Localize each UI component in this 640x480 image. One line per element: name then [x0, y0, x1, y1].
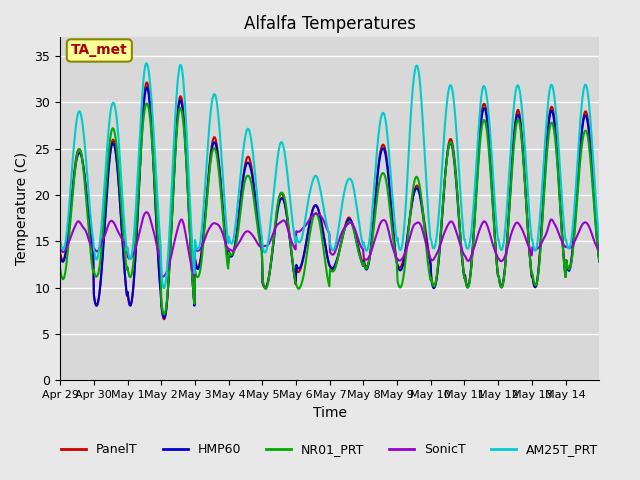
AM25T_PRT [247, 133, 255, 139]
NR01_PRT [56, 266, 64, 272]
HMP60 [143, 84, 150, 90]
HMP60 [120, 252, 127, 258]
Y-axis label: Temperature (C): Temperature (C) [15, 152, 29, 265]
AM25T_PRT [56, 237, 64, 242]
Line: SonicT: SonicT [60, 212, 599, 276]
Title: Alfalfa Temperatures: Alfalfa Temperatures [244, 15, 416, 33]
NR01_PRT [220, 225, 228, 231]
AM25T_PRT [417, 89, 424, 95]
Text: TA_met: TA_met [71, 44, 128, 58]
HMP60 [267, 260, 275, 266]
Line: NR01_PRT: NR01_PRT [60, 103, 599, 314]
AM25T_PRT [387, 169, 394, 175]
AM25T_PRT [161, 285, 168, 291]
SonicT [387, 237, 394, 242]
HMP60 [161, 315, 168, 321]
NR01_PRT [247, 178, 255, 183]
SonicT [120, 239, 127, 245]
X-axis label: Time: Time [313, 406, 347, 420]
NR01_PRT [143, 100, 150, 106]
AM25T_PRT [120, 209, 127, 215]
AM25T_PRT [595, 238, 603, 244]
NR01_PRT [387, 212, 394, 218]
HMP60 [247, 166, 255, 171]
NR01_PRT [417, 190, 424, 195]
PanelT [417, 194, 424, 200]
PanelT [161, 316, 168, 322]
NR01_PRT [267, 259, 275, 265]
AM25T_PRT [143, 60, 150, 66]
HMP60 [56, 252, 64, 258]
Line: PanelT: PanelT [60, 83, 599, 319]
PanelT [267, 259, 275, 265]
Legend: PanelT, HMP60, NR01_PRT, SonicT, AM25T_PRT: PanelT, HMP60, NR01_PRT, SonicT, AM25T_P… [56, 438, 604, 461]
SonicT [417, 222, 424, 228]
SonicT [595, 248, 603, 253]
SonicT [143, 209, 150, 215]
Line: AM25T_PRT: AM25T_PRT [60, 63, 599, 288]
PanelT [56, 250, 64, 256]
PanelT [143, 80, 150, 85]
SonicT [267, 237, 275, 242]
PanelT [595, 256, 603, 262]
SonicT [220, 235, 228, 240]
NR01_PRT [120, 233, 127, 239]
AM25T_PRT [267, 216, 275, 222]
NR01_PRT [161, 312, 168, 317]
HMP60 [387, 197, 394, 203]
SonicT [56, 246, 64, 252]
Line: HMP60: HMP60 [60, 87, 599, 318]
AM25T_PRT [220, 191, 228, 196]
PanelT [387, 194, 394, 200]
HMP60 [417, 197, 424, 203]
PanelT [120, 252, 127, 257]
SonicT [247, 230, 255, 236]
SonicT [159, 274, 166, 279]
PanelT [220, 218, 228, 224]
NR01_PRT [595, 258, 603, 264]
HMP60 [595, 259, 603, 264]
PanelT [247, 160, 255, 166]
HMP60 [220, 220, 228, 226]
